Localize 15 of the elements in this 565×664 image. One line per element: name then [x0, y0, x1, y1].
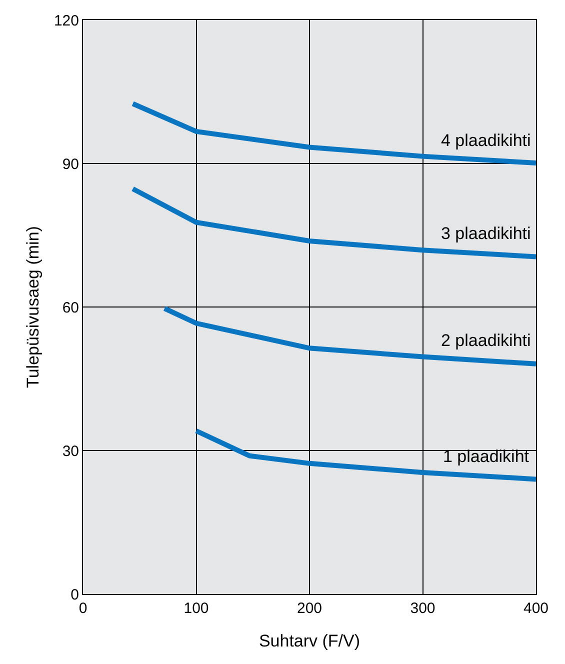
- y-tick-label: 0: [70, 586, 79, 604]
- series-label: 3 plaadikihti: [441, 224, 531, 243]
- y-tick-label: 30: [62, 442, 79, 460]
- x-tick-label: 200: [296, 600, 322, 617]
- x-tick-label: 100: [184, 600, 209, 617]
- series-label: 1 plaadikiht: [443, 447, 530, 466]
- x-axis-title: Suhtarv (F/V): [258, 631, 360, 650]
- y-tick-label: 60: [62, 299, 79, 316]
- y-axis-title: Tulepüsivusaeg (min): [24, 226, 43, 388]
- series-label: 4 plaadikihti: [441, 131, 531, 150]
- series-label: 2 plaadikihti: [441, 331, 531, 350]
- x-tick-label: 300: [410, 600, 436, 617]
- x-tick-label: 400: [523, 600, 549, 617]
- y-tick-label: 120: [54, 12, 79, 30]
- y-tick-label: 90: [62, 156, 79, 173]
